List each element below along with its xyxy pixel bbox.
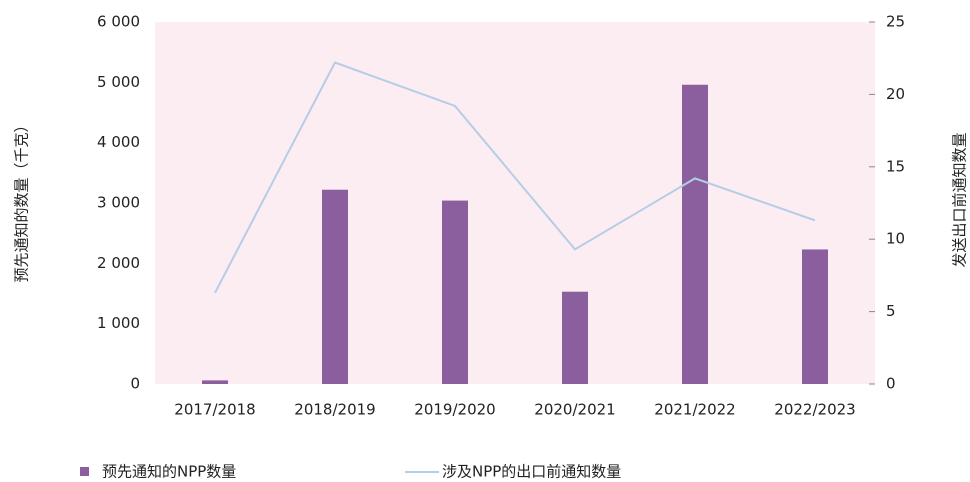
line xyxy=(214,61,816,294)
y-axis-title: 预先通知的数量（千克） xyxy=(13,117,31,282)
bar xyxy=(562,291,588,384)
bar xyxy=(442,200,468,384)
legend-label: 预先通知的NPP数量 xyxy=(102,463,236,481)
y-tick-label: 1 000 xyxy=(97,314,140,332)
x-tick-label: 2021/2022 xyxy=(654,401,735,419)
legend-label: 涉及NPP的出口前通知数量 xyxy=(442,463,621,481)
y2-tick-label: 25 xyxy=(886,13,905,31)
y-tick-label: 4 000 xyxy=(97,133,140,151)
y-tick-label: 3 000 xyxy=(97,194,140,212)
y2-axis-title: 发送出口前通知数量 xyxy=(951,132,969,267)
y-tick-label: 0 xyxy=(130,375,140,393)
x-tick-label: 2020/2021 xyxy=(534,401,615,419)
y2-tick-label: 0 xyxy=(886,375,896,393)
y2-tick-label: 15 xyxy=(886,157,905,175)
bar xyxy=(802,249,828,384)
y2-tick-label: 20 xyxy=(886,85,905,103)
y-tick-label: 6 000 xyxy=(97,13,140,31)
x-tick-label: 2017/2018 xyxy=(174,401,255,419)
bar xyxy=(322,189,348,384)
bar xyxy=(682,84,708,384)
x-tick-label: 2018/2019 xyxy=(294,401,375,419)
x-tick-label: 2022/2023 xyxy=(774,401,855,419)
legend-swatch xyxy=(80,467,89,476)
plot-background xyxy=(155,22,875,384)
y2-tick-label: 10 xyxy=(886,230,905,248)
bar xyxy=(202,380,228,384)
y2-tick-label: 5 xyxy=(886,302,896,320)
x-tick-label: 2019/2020 xyxy=(414,401,495,419)
y-tick-label: 5 000 xyxy=(97,73,140,91)
y-tick-label: 2 000 xyxy=(97,254,140,272)
